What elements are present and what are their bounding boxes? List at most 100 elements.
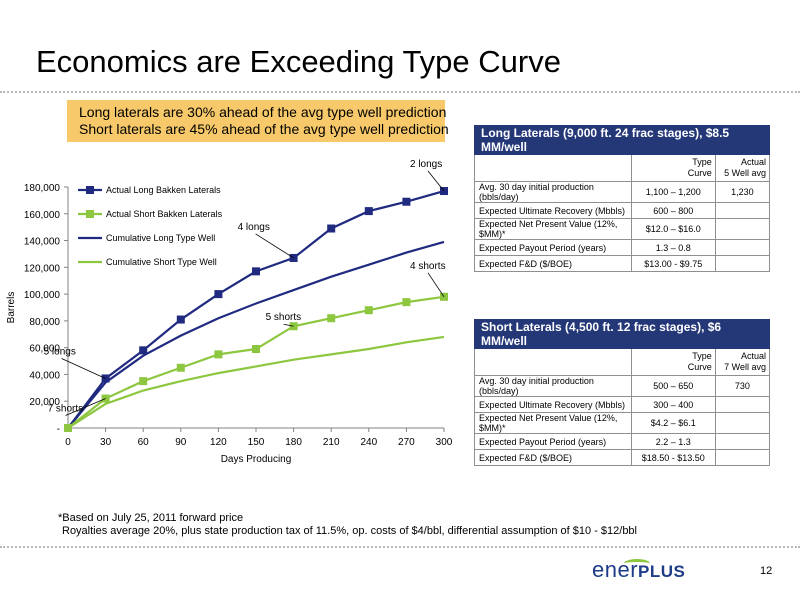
chart-annotation: 5 shorts [266,312,302,323]
y-tick-label: 60,000 [29,344,60,355]
x-tick-label: 90 [175,437,187,448]
annotation-leader [427,272,445,298]
data-point [176,315,185,324]
data-point [364,306,373,315]
actual-value [714,202,771,219]
table-cell [474,154,632,182]
chart-annotation: 4 shorts [410,261,446,272]
footer-divider [0,546,800,548]
type-value: 300 – 400 [630,396,716,413]
x-tick-label: 60 [138,437,150,448]
actual-value: 1,230 [714,181,771,203]
table-header-row: Long Laterals (9,000 ft. 24 frac stages)… [474,125,770,155]
x-tick-label: 150 [248,437,265,448]
data-point [402,298,411,307]
table-row: Expected Payout Period (years) 2.2 – 1.3 [474,433,771,450]
type-curve-header: Type Curve [630,348,716,376]
long-laterals-table: Long Laterals (9,000 ft. 24 frac stages)… [474,125,771,272]
row-label: Expected Payout Period (years) [474,433,632,450]
chart-annotation: 5 longs [44,346,76,357]
type-value: 500 – 650 [630,375,716,397]
actual-value [714,239,771,256]
y-tick-label: 40,000 [29,370,60,381]
y-tick-label: 20,000 [29,397,60,408]
data-point [402,197,411,206]
short-laterals-table: Short Laterals (4,500 ft. 12 frac stages… [474,319,771,466]
type-curve-header: Type Curve [630,154,716,182]
legend-entry: Actual Long Bakken Laterals [106,185,221,195]
x-tick-label: 210 [323,437,340,448]
table-row: Expected Net Present Value (12%, $MM)* $4… [474,412,771,434]
table-row: Expected Payout Period (years) 1.3 – 0.8 [474,239,771,256]
x-tick-label: 270 [398,437,415,448]
y-tick-label: 160,000 [24,210,61,221]
series-line [67,295,445,429]
legend-marker [86,210,94,218]
type-value: $4.2 – $6.1 [630,412,716,434]
type-value: $18.50 - $13.50 [630,449,716,466]
table-row: Expected F&D ($/BOE) $13.00 - $9.75 [474,255,771,272]
production-chart: - 20,000 40,000 60,000 80,000 100,000 120,000 1… [6,159,453,465]
actual-value [714,412,771,434]
data-point [139,377,148,386]
x-tick-label: 180 [285,437,302,448]
data-point [139,346,148,355]
table-subheader-row: Type Curve Actual 7 Well avg [474,348,771,376]
data-point [252,267,260,276]
series-line [67,335,445,429]
y-tick-label: - [57,424,60,435]
callout-line-2: Short laterals are 45% ahead of the avg … [79,121,449,137]
callout-line-1: Long laterals are 30% ahead of the avg t… [79,104,447,120]
row-label: Expected Ultimate Recovery (Mbbls) [474,396,632,413]
actual-value: 730 [714,375,771,397]
annotation-leader [255,233,294,259]
chart-annotation: 2 longs [410,159,442,170]
actual-value [714,396,771,413]
y-tick-label: 100,000 [24,290,61,301]
annotation-leader [65,398,106,416]
legend-entry: Cumulative Short Type Well [106,257,217,267]
data-point [64,424,72,432]
table-row: Expected Net Present Value (12%, $MM)* $1… [474,218,771,240]
legend-marker [86,186,94,194]
data-point [327,314,336,323]
annotation-leader [61,358,106,379]
y-tick-label: 180,000 [24,183,61,194]
data-point [252,345,260,354]
table-subheader-row: Type Curve Actual 5 Well avg [474,154,771,182]
y-tick-label: 120,000 [24,263,61,274]
data-point [364,207,373,216]
data-point [214,350,223,359]
type-value: 600 – 800 [630,202,716,219]
actual-value [714,218,771,240]
y-tick-label: 140,000 [24,237,61,248]
actual-header: Actual 7 Well avg [714,348,771,376]
type-value: 1.3 – 0.8 [630,239,716,256]
chart-annotation: 4 longs [238,222,270,233]
type-value: 1,100 – 1,200 [630,181,716,203]
row-label: Expected Net Present Value (12%, $MM)* [474,218,632,240]
row-label: Expected Payout Period (years) [474,239,632,256]
row-label: Expected Net Present Value (12%, $MM)* [474,412,632,434]
actual-value [714,433,771,450]
y-tick-label: 80,000 [29,317,60,328]
chart-annotation: 7 shorts [48,404,84,415]
type-value: 2.2 – 1.3 [630,433,716,450]
actual-header: Actual 5 Well avg [714,154,771,182]
x-tick-label: 300 [436,437,453,448]
row-label: Avg. 30 day initial production (bbls/day… [474,375,632,397]
footnote-line-2: Royalties average 20%, plus state produc… [62,525,637,537]
logo-swoosh-icon [624,559,650,568]
x-tick-label: 120 [210,437,227,448]
row-label: Expected Ultimate Recovery (Mbbls) [474,202,632,219]
type-value: $12.0 – $16.0 [630,218,716,240]
x-tick-label: 0 [65,437,71,448]
row-label: Expected F&D ($/BOE) [474,449,632,466]
footnote: *Based on July 25, 2011 forward price Ro… [58,512,637,538]
type-value: $13.00 - $9.75 [630,255,716,272]
page-title: Economics are Exceeding Type Curve [36,44,561,79]
legend-entry: Actual Short Bakken Laterals [106,209,223,219]
page-number: 12 [760,565,773,577]
row-label: Expected F&D ($/BOE) [474,255,632,272]
actual-value [714,255,771,272]
